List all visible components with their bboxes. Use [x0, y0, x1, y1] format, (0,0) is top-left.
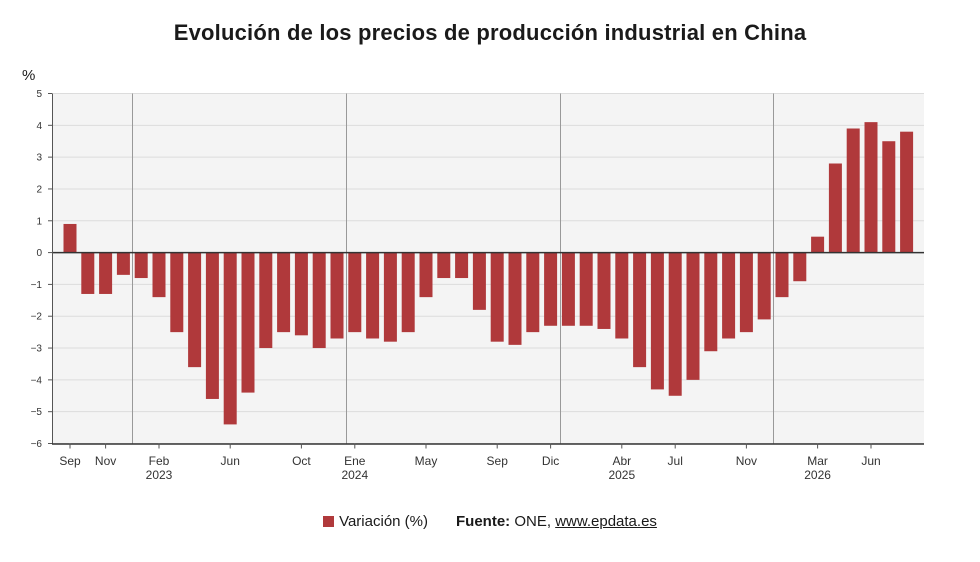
bar [561, 252, 575, 326]
bar [900, 131, 914, 253]
x-tick-label: Oct [292, 454, 311, 468]
bar [277, 252, 291, 333]
bar [633, 252, 647, 368]
bar [241, 252, 255, 393]
bar [259, 252, 273, 349]
x-year-label: 2026 [804, 468, 831, 482]
chart-title: Evolución de los precios de producción i… [173, 20, 807, 45]
x-tick-label: Dic [542, 454, 559, 468]
x-tick-label: Jun [861, 454, 880, 468]
bar [846, 128, 860, 253]
bar [508, 252, 522, 345]
y-tick-label: 5 [36, 89, 42, 100]
bar [775, 252, 789, 298]
bar [170, 252, 184, 333]
bar [615, 252, 629, 339]
legend: Variación (%) Fuente: ONE, www.epdata.es [0, 513, 980, 530]
x-tick-label: Mar [807, 454, 828, 468]
y-tick-labels: 5 4 3 2 1 0 −1 −2 −3 −4 −5 −6 [31, 89, 43, 450]
bar [544, 252, 558, 326]
x-tick-label: Nov [736, 454, 757, 468]
x-tick-label: Nov [95, 454, 116, 468]
bar [437, 252, 451, 279]
bar [526, 252, 540, 333]
bar [828, 163, 842, 253]
bar [348, 252, 362, 333]
x-tick-label: Abr [612, 454, 631, 468]
bar [383, 252, 397, 342]
axes [48, 93, 924, 449]
bar [668, 252, 682, 396]
bar [472, 252, 486, 310]
bar [419, 252, 433, 298]
bar [864, 122, 878, 253]
bar [704, 252, 718, 352]
bars [63, 122, 914, 425]
bar [579, 252, 593, 326]
x-tick-label: May [415, 454, 438, 468]
x-tick-label: Sep [59, 454, 81, 468]
bar [81, 252, 95, 294]
bar [63, 223, 77, 253]
x-tick-label: Feb [149, 454, 170, 468]
bar [223, 252, 237, 425]
bar [811, 236, 825, 253]
bar [455, 252, 469, 279]
bar [490, 252, 504, 342]
x-tick-label: Jun [221, 454, 240, 468]
y-tick-label: −6 [31, 439, 43, 450]
source-link[interactable]: www.epdata.es [555, 513, 657, 530]
x-tick-label: Ene [344, 454, 366, 468]
y-tick-label: 1 [36, 216, 42, 227]
bar [757, 252, 771, 320]
bar [882, 141, 896, 253]
y-tick-label: −4 [31, 375, 43, 386]
source-text: ONE, [510, 513, 556, 530]
legend-swatch [323, 516, 335, 527]
bar [597, 252, 611, 329]
bar [116, 252, 130, 275]
bar [722, 252, 736, 339]
bar [205, 252, 219, 399]
x-year-label: 2025 [608, 468, 635, 482]
source-label: Fuente: [456, 513, 511, 530]
bar [686, 252, 700, 380]
bar [134, 252, 148, 279]
bar [366, 252, 380, 339]
legend-series-label: Variación (%) [339, 513, 428, 530]
bar [650, 252, 664, 390]
y-axis-unit: % [22, 67, 36, 84]
bar [152, 252, 166, 298]
y-tick-label: 4 [36, 121, 42, 132]
y-tick-label: −2 [31, 312, 43, 323]
y-tick-label: −5 [31, 407, 43, 418]
bar [312, 252, 326, 349]
bar [330, 252, 344, 339]
y-tick-label: −1 [31, 280, 43, 291]
x-year-label: 2024 [341, 468, 368, 482]
bar [739, 252, 753, 333]
x-tick-label: Sep [487, 454, 509, 468]
bar [188, 252, 202, 368]
y-tick-label: 3 [36, 153, 42, 164]
y-tick-label: 0 [36, 248, 42, 259]
x-tick-label: Jul [668, 454, 683, 468]
y-tick-label: 2 [36, 184, 42, 195]
bar [99, 252, 113, 294]
x-year-label: 2023 [146, 468, 173, 482]
year-separators [132, 93, 774, 444]
bar [294, 252, 308, 336]
y-tick-label: −3 [31, 344, 43, 355]
bar [793, 252, 807, 282]
bar [401, 252, 415, 333]
